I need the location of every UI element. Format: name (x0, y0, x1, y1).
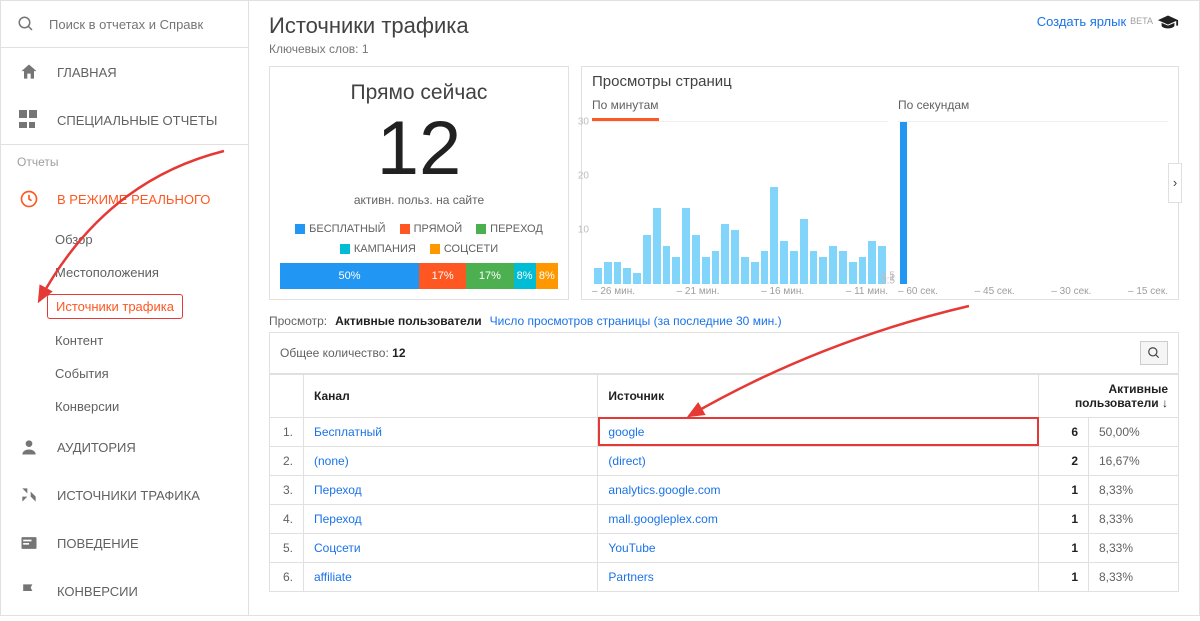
right-now-value: 12 (280, 109, 558, 189)
view-secondary[interactable]: Число просмотров страницы (за последние … (490, 314, 782, 328)
right-now-caption: активн. польз. на сайте (280, 193, 558, 207)
table-row[interactable]: 4.Переходmall.googleplex.com18,33% (270, 504, 1179, 533)
create-shortcut-link[interactable]: Создать ярлык BETA (1037, 13, 1179, 29)
page-title: Источники трафика (269, 13, 469, 39)
nav-realtime[interactable]: В РЕЖИМЕ РЕАЛЬНОГО (1, 175, 248, 223)
beta-badge: BETA (1130, 16, 1153, 26)
view-active[interactable]: Активные пользователи (335, 314, 482, 328)
table-header[interactable]: Канал (304, 374, 598, 417)
panel-next-button[interactable]: › (1168, 163, 1182, 203)
grid-icon (19, 110, 39, 130)
total-label: Общее количество: (280, 346, 389, 360)
right-now-title: Прямо сейчас (280, 81, 558, 105)
traffic-table: КаналИсточникАктивные пользователи ↓ 1.Б… (269, 374, 1179, 592)
nav-acquisition[interactable]: ИСТОЧНИКИ ТРАФИКА (1, 471, 248, 519)
table-row[interactable]: 3.Переходanalytics.google.com18,33% (270, 475, 1179, 504)
table-row[interactable]: 1.Бесплатныйgoogle650,00% (270, 417, 1179, 446)
minutes-tab[interactable]: По минутам (592, 92, 659, 121)
search-input[interactable] (49, 17, 232, 32)
nav-custom-label: СПЕЦИАЛЬНЫЕ ОТЧЕТЫ (57, 113, 217, 128)
search-icon (17, 15, 35, 33)
stack-segment: 17% (466, 263, 513, 289)
sidebar-sub-item[interactable]: Источники трафика (55, 289, 248, 324)
graduate-icon (1157, 13, 1179, 29)
stack-segment: 17% (419, 263, 466, 289)
nav-audience[interactable]: АУДИТОРИЯ (1, 423, 248, 471)
nav-custom[interactable]: СПЕЦИАЛЬНЫЕ ОТЧЕТЫ (1, 96, 248, 144)
stacked-bar: 50%17%17%8%8% (280, 263, 558, 289)
page-subtitle: Ключевых слов: 1 (269, 42, 469, 56)
total-value: 12 (392, 346, 405, 360)
right-now-panel: Прямо сейчас 12 активн. польз. на сайте … (269, 66, 569, 300)
view-label: Просмотр: (269, 314, 327, 328)
minutes-chart: По минутам 302010 – 26 мин.– 21 мин.– 16… (592, 92, 888, 297)
pageviews-panel: Просмотры страниц По минутам 302010 – 26… (581, 66, 1179, 300)
nav-acquisition-label: ИСТОЧНИКИ ТРАФИКА (57, 488, 200, 503)
view-line: Просмотр: Активные пользователи Число пр… (269, 314, 1179, 328)
home-icon (19, 62, 39, 82)
search-row[interactable] (1, 1, 248, 47)
total-row: Общее количество: 12 (269, 332, 1179, 374)
legend-item: БЕСПЛАТНЫЙ (295, 223, 385, 235)
sidebar-sub-item[interactable]: Обзор (55, 223, 248, 256)
nav-home[interactable]: ГЛАВНАЯ (1, 48, 248, 96)
clock-icon (19, 189, 39, 209)
table-row[interactable]: 5.СоцсетиYouTube18,33% (270, 533, 1179, 562)
stack-segment: 8% (536, 263, 558, 289)
nav-behavior-label: ПОВЕДЕНИЕ (57, 536, 139, 551)
nav-conversions[interactable]: КОНВЕРСИИ (1, 567, 248, 615)
section-reports: Отчеты (1, 145, 248, 175)
legend-item: ПРЯМОЙ (400, 223, 463, 235)
table-header[interactable]: Активные пользователи ↓ (1039, 374, 1179, 417)
stack-segment: 50% (280, 263, 419, 289)
nav-conversions-label: КОНВЕРСИИ (57, 584, 138, 599)
legend-item: ПЕРЕХОД (476, 223, 543, 235)
seconds-chart: По секундам 1.510.5 – 60 сек.– 45 сек.– … (898, 92, 1168, 297)
table-header[interactable]: Источник (598, 374, 1039, 417)
nav-audience-label: АУДИТОРИЯ (57, 440, 136, 455)
table-row[interactable]: 6.affiliatePartners18,33% (270, 562, 1179, 591)
pageviews-title: Просмотры страниц (592, 73, 1168, 90)
sidebar-sub-item[interactable]: События (55, 357, 248, 390)
legend: БЕСПЛАТНЫЙ ПРЯМОЙ ПЕРЕХОД КАМПАНИЯ СОЦСЕТИ (280, 223, 558, 255)
nav-home-label: ГЛАВНАЯ (57, 65, 117, 80)
sidebar-sub-item[interactable]: Контент (55, 324, 248, 357)
behavior-icon (19, 533, 39, 553)
person-icon (19, 437, 39, 457)
stack-segment: 8% (514, 263, 536, 289)
sidebar-sub-item[interactable]: Местоположения (55, 256, 248, 289)
legend-item: СОЦСЕТИ (430, 243, 498, 255)
sidebar: ГЛАВНАЯ СПЕЦИАЛЬНЫЕ ОТЧЕТЫ Отчеты В РЕЖИ… (1, 1, 249, 615)
create-shortcut-label: Создать ярлык (1037, 14, 1126, 29)
table-row[interactable]: 2.(none)(direct)216,67% (270, 446, 1179, 475)
flag-icon (19, 581, 39, 601)
search-icon (1147, 346, 1161, 360)
legend-item: КАМПАНИЯ (340, 243, 416, 255)
acquisition-icon (19, 485, 39, 505)
seconds-tab[interactable]: По секундам (898, 92, 969, 121)
main: Источники трафика Ключевых слов: 1 Созда… (249, 1, 1199, 615)
nav-realtime-label: В РЕЖИМЕ РЕАЛЬНОГО (57, 192, 210, 207)
table-search-button[interactable] (1140, 341, 1168, 365)
nav-behavior[interactable]: ПОВЕДЕНИЕ (1, 519, 248, 567)
sidebar-sub-item[interactable]: Конверсии (55, 390, 248, 423)
